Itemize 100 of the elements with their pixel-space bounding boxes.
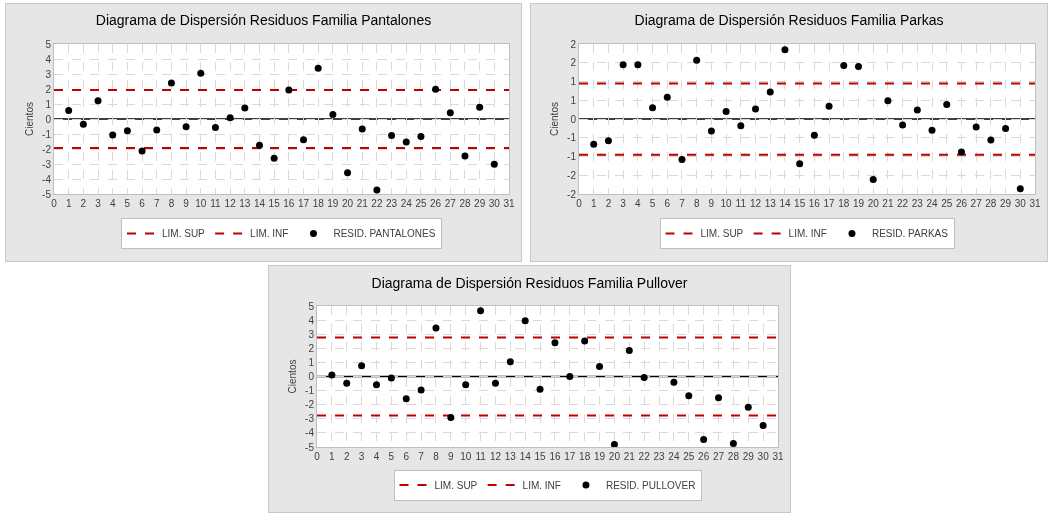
y-tick-label: 1 bbox=[45, 98, 52, 110]
point bbox=[372, 381, 380, 389]
point bbox=[182, 123, 190, 131]
point bbox=[781, 46, 789, 54]
x-tick-label: 10 bbox=[720, 198, 733, 209]
point bbox=[663, 93, 671, 101]
x-tick-label: 18 bbox=[838, 198, 850, 209]
point bbox=[79, 120, 87, 128]
x-tick-label: 22 bbox=[897, 198, 909, 209]
x-tick-label: 24 bbox=[668, 451, 680, 462]
point bbox=[759, 421, 767, 429]
x-tick-label: 20 bbox=[608, 451, 621, 462]
point bbox=[1016, 185, 1024, 193]
x-tick-label: 14 bbox=[253, 198, 266, 209]
x-tick-label: 19 bbox=[327, 198, 339, 209]
x-tick-label: 22 bbox=[638, 451, 651, 462]
y-tick-label: -2 bbox=[42, 143, 52, 155]
x-tick-label: 10 bbox=[460, 451, 472, 462]
point bbox=[884, 97, 892, 105]
x-tick-label: 11 bbox=[210, 198, 222, 209]
x-tick-label: 6 bbox=[403, 451, 410, 462]
x-tick-label: 25 bbox=[415, 198, 427, 209]
x-tick-label: 21 bbox=[623, 451, 636, 462]
x-tick-label: 5 bbox=[124, 198, 131, 209]
x-tick-label: 12 bbox=[224, 198, 237, 209]
point bbox=[796, 160, 804, 168]
point bbox=[987, 136, 995, 144]
point bbox=[65, 107, 73, 115]
point bbox=[854, 63, 862, 70]
x-tick-label: 10 bbox=[195, 198, 207, 209]
point bbox=[255, 141, 263, 149]
point bbox=[358, 125, 366, 133]
point bbox=[625, 347, 633, 355]
y-tick-label: -4 bbox=[42, 173, 52, 185]
point bbox=[241, 104, 249, 112]
y-tick-label: 0 bbox=[570, 113, 577, 125]
x-tick-label: 5 bbox=[649, 198, 656, 209]
point bbox=[490, 160, 498, 168]
point bbox=[402, 138, 410, 146]
x-tick-label: 16 bbox=[283, 198, 295, 209]
y-tick-label: -1 bbox=[42, 128, 52, 140]
y-tick-label: -2 bbox=[567, 188, 577, 200]
legend-label: LIM. SUP bbox=[434, 479, 478, 491]
point bbox=[943, 100, 951, 108]
x-tick-label: 9 bbox=[183, 198, 190, 209]
x-tick-label: 21 bbox=[882, 198, 894, 209]
x-tick-label: 4 bbox=[373, 451, 380, 462]
legend-label: RESID. PANTALONES bbox=[333, 228, 436, 240]
point bbox=[300, 136, 308, 144]
x-tick-label: 29 bbox=[474, 198, 486, 209]
point bbox=[491, 379, 499, 387]
x-tick-label: 4 bbox=[109, 198, 116, 209]
point bbox=[329, 111, 337, 118]
x-tick-label: 24 bbox=[400, 198, 413, 209]
x-tick-label: 6 bbox=[139, 198, 146, 209]
point bbox=[432, 324, 440, 332]
x-tick-label: 18 bbox=[312, 198, 325, 209]
x-tick-label: 17 bbox=[297, 198, 310, 209]
point bbox=[604, 137, 612, 145]
x-tick-label: 3 bbox=[358, 451, 365, 462]
point bbox=[343, 379, 351, 387]
x-tick-label: 23 bbox=[911, 198, 924, 209]
y-tick-label: 2 bbox=[45, 83, 52, 95]
point bbox=[432, 85, 440, 93]
point bbox=[417, 133, 425, 141]
point bbox=[123, 127, 131, 135]
point bbox=[446, 109, 454, 117]
y-tick-label: 2 bbox=[570, 57, 577, 69]
x-tick-label: 31 bbox=[503, 198, 515, 209]
y-tick-label: 4 bbox=[45, 53, 52, 65]
legend-label: LIM. SUP bbox=[700, 228, 744, 240]
point bbox=[285, 86, 293, 94]
y-tick-label: 2 bbox=[570, 38, 577, 50]
x-tick-label: 30 bbox=[757, 451, 770, 462]
point bbox=[506, 358, 514, 366]
point bbox=[417, 386, 425, 394]
point bbox=[536, 385, 544, 393]
point bbox=[972, 123, 980, 131]
point bbox=[590, 140, 598, 148]
y-tick-label: 4 bbox=[308, 314, 315, 326]
x-tick-label: 1 bbox=[65, 198, 72, 209]
chart-title: Diagrama de Dispersión Residuos Familia Parkas bbox=[634, 12, 944, 29]
x-tick-label: 22 bbox=[371, 198, 383, 209]
point bbox=[581, 337, 589, 345]
x-tick-label: 7 bbox=[153, 198, 160, 209]
x-tick-label: 20 bbox=[867, 198, 880, 209]
point bbox=[167, 79, 175, 87]
legend-label: RESID. PARKAS bbox=[871, 228, 949, 240]
x-tick-label: 15 bbox=[268, 198, 281, 209]
y-tick-label: -4 bbox=[305, 427, 315, 439]
y-tick-label: 0 bbox=[308, 371, 315, 382]
point bbox=[737, 122, 745, 130]
legend-label: LIM. INF bbox=[250, 228, 289, 240]
x-tick-label: 20 bbox=[341, 198, 354, 209]
x-tick-label: 8 bbox=[168, 198, 175, 209]
point bbox=[358, 362, 366, 370]
x-tick-label: 9 bbox=[708, 198, 715, 209]
point bbox=[610, 440, 618, 448]
point bbox=[715, 394, 723, 402]
x-tick-label: 30 bbox=[1014, 198, 1027, 209]
